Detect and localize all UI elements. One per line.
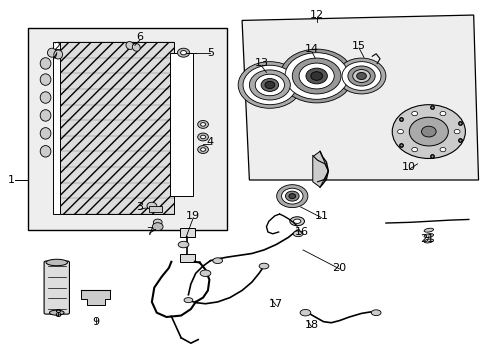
Circle shape [397, 130, 403, 134]
Bar [149, 206, 161, 212]
Text: 21: 21 [419, 234, 433, 244]
Circle shape [288, 194, 295, 199]
Circle shape [238, 62, 301, 108]
Circle shape [408, 117, 447, 146]
Bar [180, 254, 194, 262]
Circle shape [391, 105, 465, 158]
Ellipse shape [200, 270, 210, 276]
Circle shape [261, 78, 278, 91]
Text: 19: 19 [186, 211, 200, 221]
Circle shape [411, 148, 417, 152]
Circle shape [292, 58, 340, 94]
Ellipse shape [423, 228, 433, 232]
Circle shape [255, 74, 284, 96]
FancyBboxPatch shape [44, 261, 69, 314]
Text: 1: 1 [8, 175, 15, 185]
Circle shape [347, 66, 374, 86]
Ellipse shape [40, 145, 51, 157]
Ellipse shape [49, 310, 64, 315]
Text: 2: 2 [53, 42, 60, 52]
Text: 4: 4 [206, 138, 213, 147]
Text: 16: 16 [294, 227, 308, 237]
Bar [170, 53, 193, 196]
Circle shape [299, 63, 333, 89]
Ellipse shape [40, 128, 51, 139]
Ellipse shape [200, 123, 205, 126]
Text: 6: 6 [136, 32, 143, 41]
Circle shape [264, 81, 274, 89]
Polygon shape [242, 15, 478, 180]
Circle shape [341, 62, 380, 90]
Ellipse shape [370, 310, 380, 316]
Ellipse shape [40, 58, 51, 69]
Ellipse shape [293, 219, 300, 224]
Ellipse shape [423, 239, 433, 243]
Ellipse shape [200, 135, 205, 139]
Ellipse shape [178, 241, 188, 248]
Text: 11: 11 [314, 211, 328, 221]
Text: 13: 13 [254, 58, 268, 68]
Ellipse shape [132, 44, 140, 51]
Polygon shape [312, 151, 328, 187]
Circle shape [285, 191, 299, 201]
Ellipse shape [293, 231, 303, 237]
Circle shape [249, 70, 290, 100]
Text: 18: 18 [304, 320, 318, 330]
Circle shape [356, 72, 366, 80]
Text: 8: 8 [55, 310, 61, 319]
Ellipse shape [40, 74, 51, 85]
Circle shape [336, 58, 385, 94]
Ellipse shape [152, 223, 163, 230]
Ellipse shape [423, 234, 433, 238]
Ellipse shape [153, 219, 162, 226]
Circle shape [285, 53, 347, 99]
Ellipse shape [40, 92, 51, 103]
Circle shape [453, 130, 459, 134]
Polygon shape [81, 291, 110, 305]
Circle shape [439, 112, 445, 116]
Text: 3: 3 [136, 202, 143, 212]
Circle shape [310, 72, 322, 80]
Ellipse shape [197, 133, 208, 141]
Ellipse shape [212, 258, 222, 264]
Circle shape [421, 126, 435, 137]
Ellipse shape [289, 217, 304, 226]
Text: 7: 7 [145, 227, 153, 237]
Bar [180, 228, 194, 237]
Text: 20: 20 [332, 263, 346, 273]
Ellipse shape [197, 145, 208, 153]
Circle shape [276, 185, 307, 208]
Ellipse shape [197, 121, 208, 129]
Circle shape [411, 112, 417, 116]
Bar [53, 42, 60, 214]
Ellipse shape [147, 202, 157, 210]
Ellipse shape [126, 42, 134, 49]
Circle shape [243, 65, 296, 105]
Text: 10: 10 [402, 162, 415, 172]
Ellipse shape [40, 110, 51, 121]
Circle shape [281, 188, 303, 204]
Circle shape [352, 69, 369, 82]
Text: 14: 14 [304, 44, 318, 54]
Text: 17: 17 [268, 299, 283, 309]
Text: 15: 15 [351, 41, 366, 50]
Ellipse shape [200, 148, 205, 151]
Bar [57, 42, 173, 214]
Ellipse shape [47, 48, 56, 57]
Text: 12: 12 [309, 10, 323, 20]
Bar [27, 28, 227, 230]
Ellipse shape [46, 259, 67, 266]
Ellipse shape [54, 50, 62, 59]
Text: 5: 5 [206, 48, 213, 58]
Ellipse shape [300, 310, 310, 316]
Ellipse shape [180, 50, 186, 55]
Circle shape [439, 148, 445, 152]
Circle shape [305, 68, 327, 84]
Circle shape [280, 49, 352, 103]
Ellipse shape [259, 263, 268, 269]
Ellipse shape [177, 48, 189, 57]
Text: 9: 9 [92, 317, 99, 327]
Ellipse shape [183, 298, 192, 303]
